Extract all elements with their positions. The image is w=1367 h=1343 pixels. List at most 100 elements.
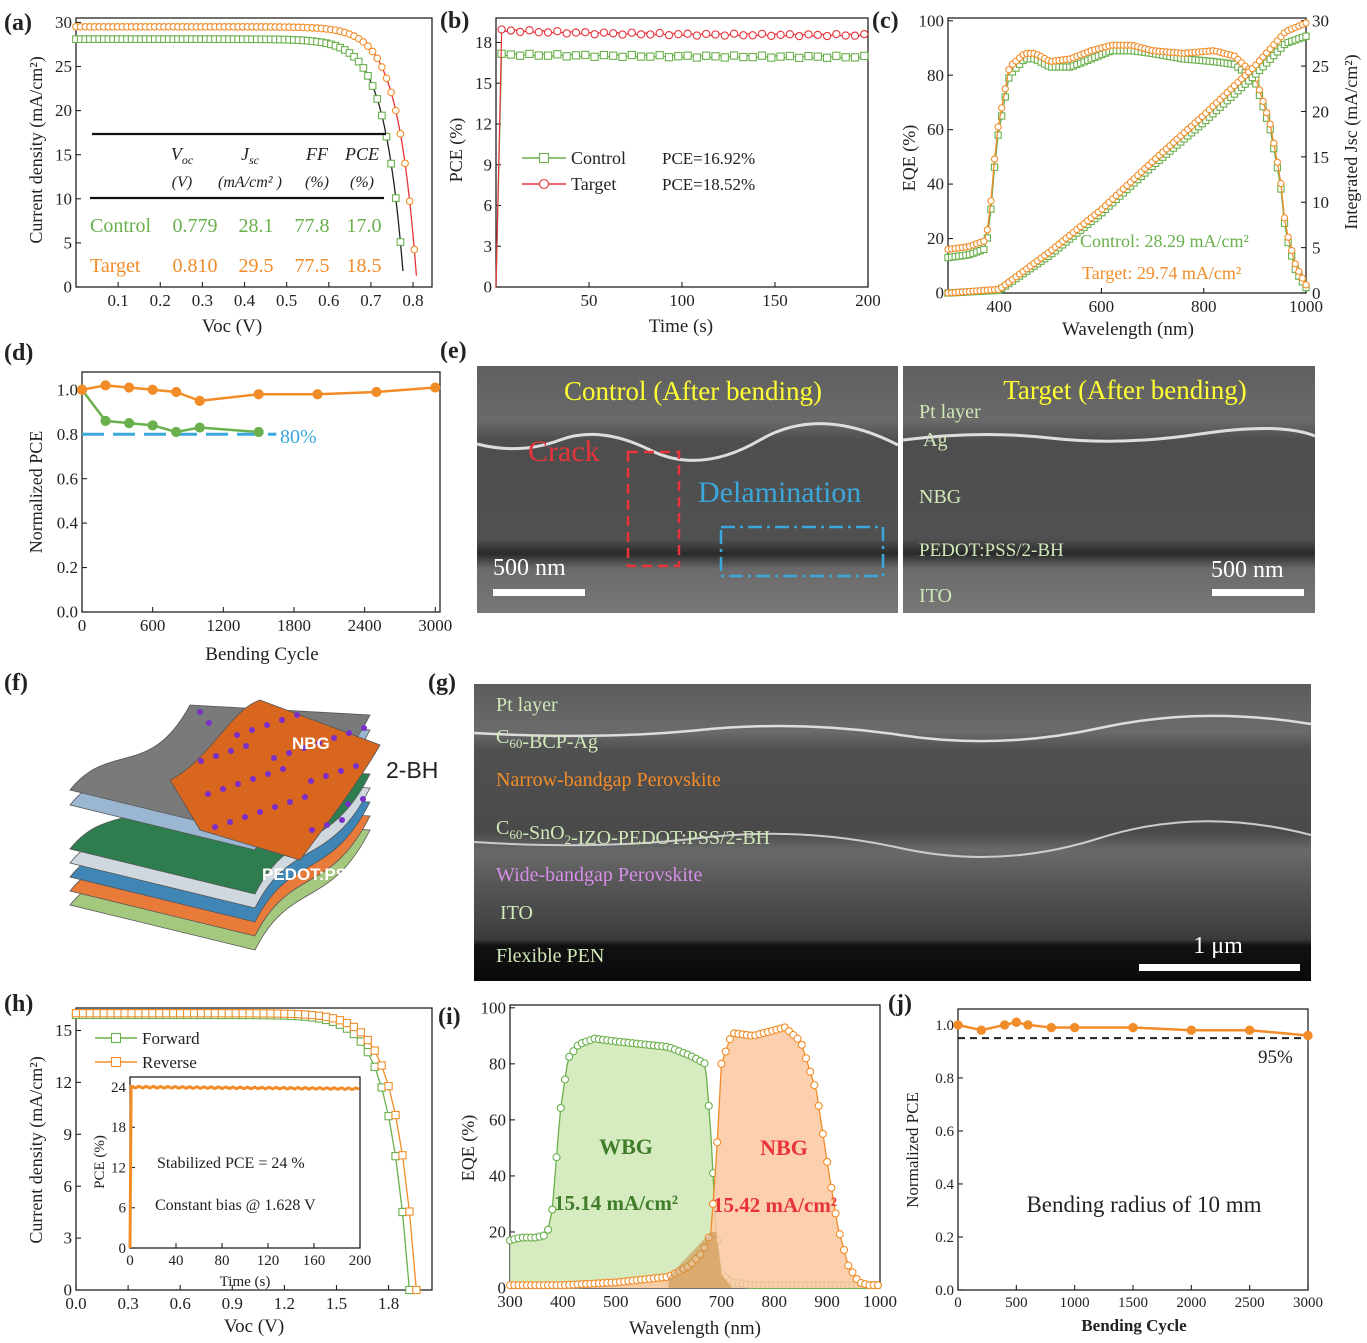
- y-tick-label: 0.4: [935, 1177, 954, 1193]
- eqe-marker: [1295, 267, 1303, 276]
- pce-marker-control: [655, 51, 664, 60]
- table-cell: 29.5: [239, 255, 274, 277]
- panel-label-f: (f): [4, 670, 28, 696]
- jv-marker-forward: [356, 1037, 365, 1046]
- jv-marker-reverse: [217, 1009, 227, 1018]
- d-marker: [100, 415, 111, 426]
- molecule-dot: [308, 778, 314, 784]
- pce-marker-target: [767, 31, 776, 40]
- x-tick-label: 80: [215, 1253, 230, 1269]
- x-axis-title-j: Bending Cycle: [1081, 1316, 1187, 1335]
- ref-label-95: 95%: [1258, 1047, 1293, 1068]
- x-tick-label: 150: [762, 291, 788, 310]
- jv-marker-reverse: [391, 1110, 400, 1120]
- jv-marker-reverse: [106, 1009, 115, 1018]
- jv-marker-reverse: [273, 1009, 282, 1018]
- panel-label-c: (c): [872, 8, 899, 34]
- x-tick-label: 2000: [1176, 1295, 1206, 1311]
- sem-ag-line: [902, 426, 1316, 443]
- y-tick-label: 0.2: [935, 1230, 954, 1246]
- panel-a-frame: [75, 17, 433, 288]
- x-tick-label: 0.3: [117, 1294, 138, 1313]
- eqe-marker-nbg: [721, 1047, 730, 1056]
- jv-marker-reverse: [349, 1022, 359, 1032]
- table-cell: 17.0: [347, 215, 382, 237]
- x-tick-label: 1000: [1060, 1295, 1090, 1311]
- molecule-dot: [212, 824, 218, 830]
- jv-marker-forward: [363, 1047, 372, 1057]
- pce-marker-target: [757, 29, 767, 38]
- panel-label-h: (h): [4, 991, 33, 1017]
- jv-marker-reverse: [321, 1012, 331, 1021]
- jv-marker-reverse: [363, 1035, 372, 1045]
- molecule-dot: [338, 768, 344, 774]
- y-tick-label: 0: [498, 1279, 507, 1298]
- molecule-dot: [287, 799, 293, 805]
- jv-marker-reverse: [113, 1009, 122, 1018]
- pce-marker-control: [609, 51, 618, 60]
- pce-marker-target: [571, 28, 581, 37]
- eqe-marker: [987, 197, 995, 205]
- y-axis-title-a: Current density (mA/cm²): [26, 56, 47, 243]
- y-tick-label: 1.0: [57, 380, 78, 399]
- table-row-name: Target: [90, 255, 141, 277]
- molecule-dot: [360, 796, 366, 802]
- pce-marker-control: [702, 51, 711, 60]
- y-tick-label: 0: [119, 1241, 127, 1257]
- y-axis-title-d: Normalized PCE: [26, 431, 46, 553]
- sem-delam-label: Delamination: [698, 476, 861, 509]
- jv-marker-reverse: [287, 1009, 296, 1019]
- pce-marker-target: [618, 30, 627, 39]
- x-tick-label: 2500: [1235, 1295, 1265, 1311]
- x-tick-label: 0.1: [108, 291, 129, 310]
- pce-marker-control: [516, 51, 525, 60]
- sem-layer-label: Flexible PEN: [496, 945, 604, 967]
- pce-marker-target: [534, 28, 543, 37]
- jv-marker-reverse: [405, 1207, 414, 1216]
- x-tick-label: 600: [656, 1292, 682, 1311]
- x-tick-label: 1000: [1289, 297, 1323, 316]
- jv-marker-target: [382, 74, 391, 83]
- pce-marker-target: [543, 28, 553, 37]
- eqe-marker-nbg: [708, 1199, 718, 1208]
- jv-marker-forward: [391, 1152, 400, 1161]
- pce-marker-control: [636, 52, 646, 61]
- y-tick-label: 60: [927, 120, 944, 139]
- molecule-dot: [279, 717, 285, 723]
- panel-d-axes: 0 600 1200 1800 2400 3000 0.0 0.2 0.4 0.6 0.8 1.0: [57, 371, 452, 635]
- molecule-dot: [339, 817, 345, 823]
- d-marker: [194, 422, 205, 433]
- ref-label-80: 80%: [280, 426, 317, 448]
- eqe-marker: [998, 104, 1006, 112]
- eqe-marker-wbg: [539, 1231, 548, 1240]
- eqe-area-nbg: [510, 1027, 880, 1288]
- eqe-marker-nbg: [823, 1157, 832, 1166]
- y-tick-label: 6: [64, 1177, 73, 1196]
- schematic-label-2bh: 2-BH: [386, 757, 438, 783]
- y-tick-label: 1.0: [935, 1018, 954, 1034]
- molecule-dot: [286, 750, 292, 756]
- x-tick-label: 0.4: [234, 291, 256, 310]
- pce-marker-control: [860, 51, 869, 60]
- scale-bar-target: [1212, 589, 1304, 596]
- x-tick-label: 1.2: [274, 1294, 295, 1313]
- pce-marker-control: [618, 52, 627, 62]
- pce-marker-target: [497, 25, 506, 34]
- schematic-label-wbg: WBG: [283, 922, 325, 941]
- sem-layer-label: C60-BCP-Ag: [496, 726, 598, 753]
- jv-marker-reverse: [99, 1009, 108, 1018]
- y2-tick-label: 20: [1312, 102, 1329, 121]
- y-tick-label: 0.2: [57, 558, 78, 577]
- y-tick-label: 18: [475, 33, 492, 52]
- pce-marker-control: [748, 52, 757, 62]
- d-marker: [194, 395, 205, 406]
- table-cell: 77.5: [295, 255, 330, 277]
- pce-marker-control: [599, 50, 609, 60]
- d-marker: [147, 420, 158, 431]
- jv-marker-reverse: [294, 1009, 303, 1019]
- jv-marker-reverse: [342, 1018, 352, 1028]
- jv-marker-reverse: [301, 1010, 310, 1019]
- molecule-dot: [280, 766, 286, 772]
